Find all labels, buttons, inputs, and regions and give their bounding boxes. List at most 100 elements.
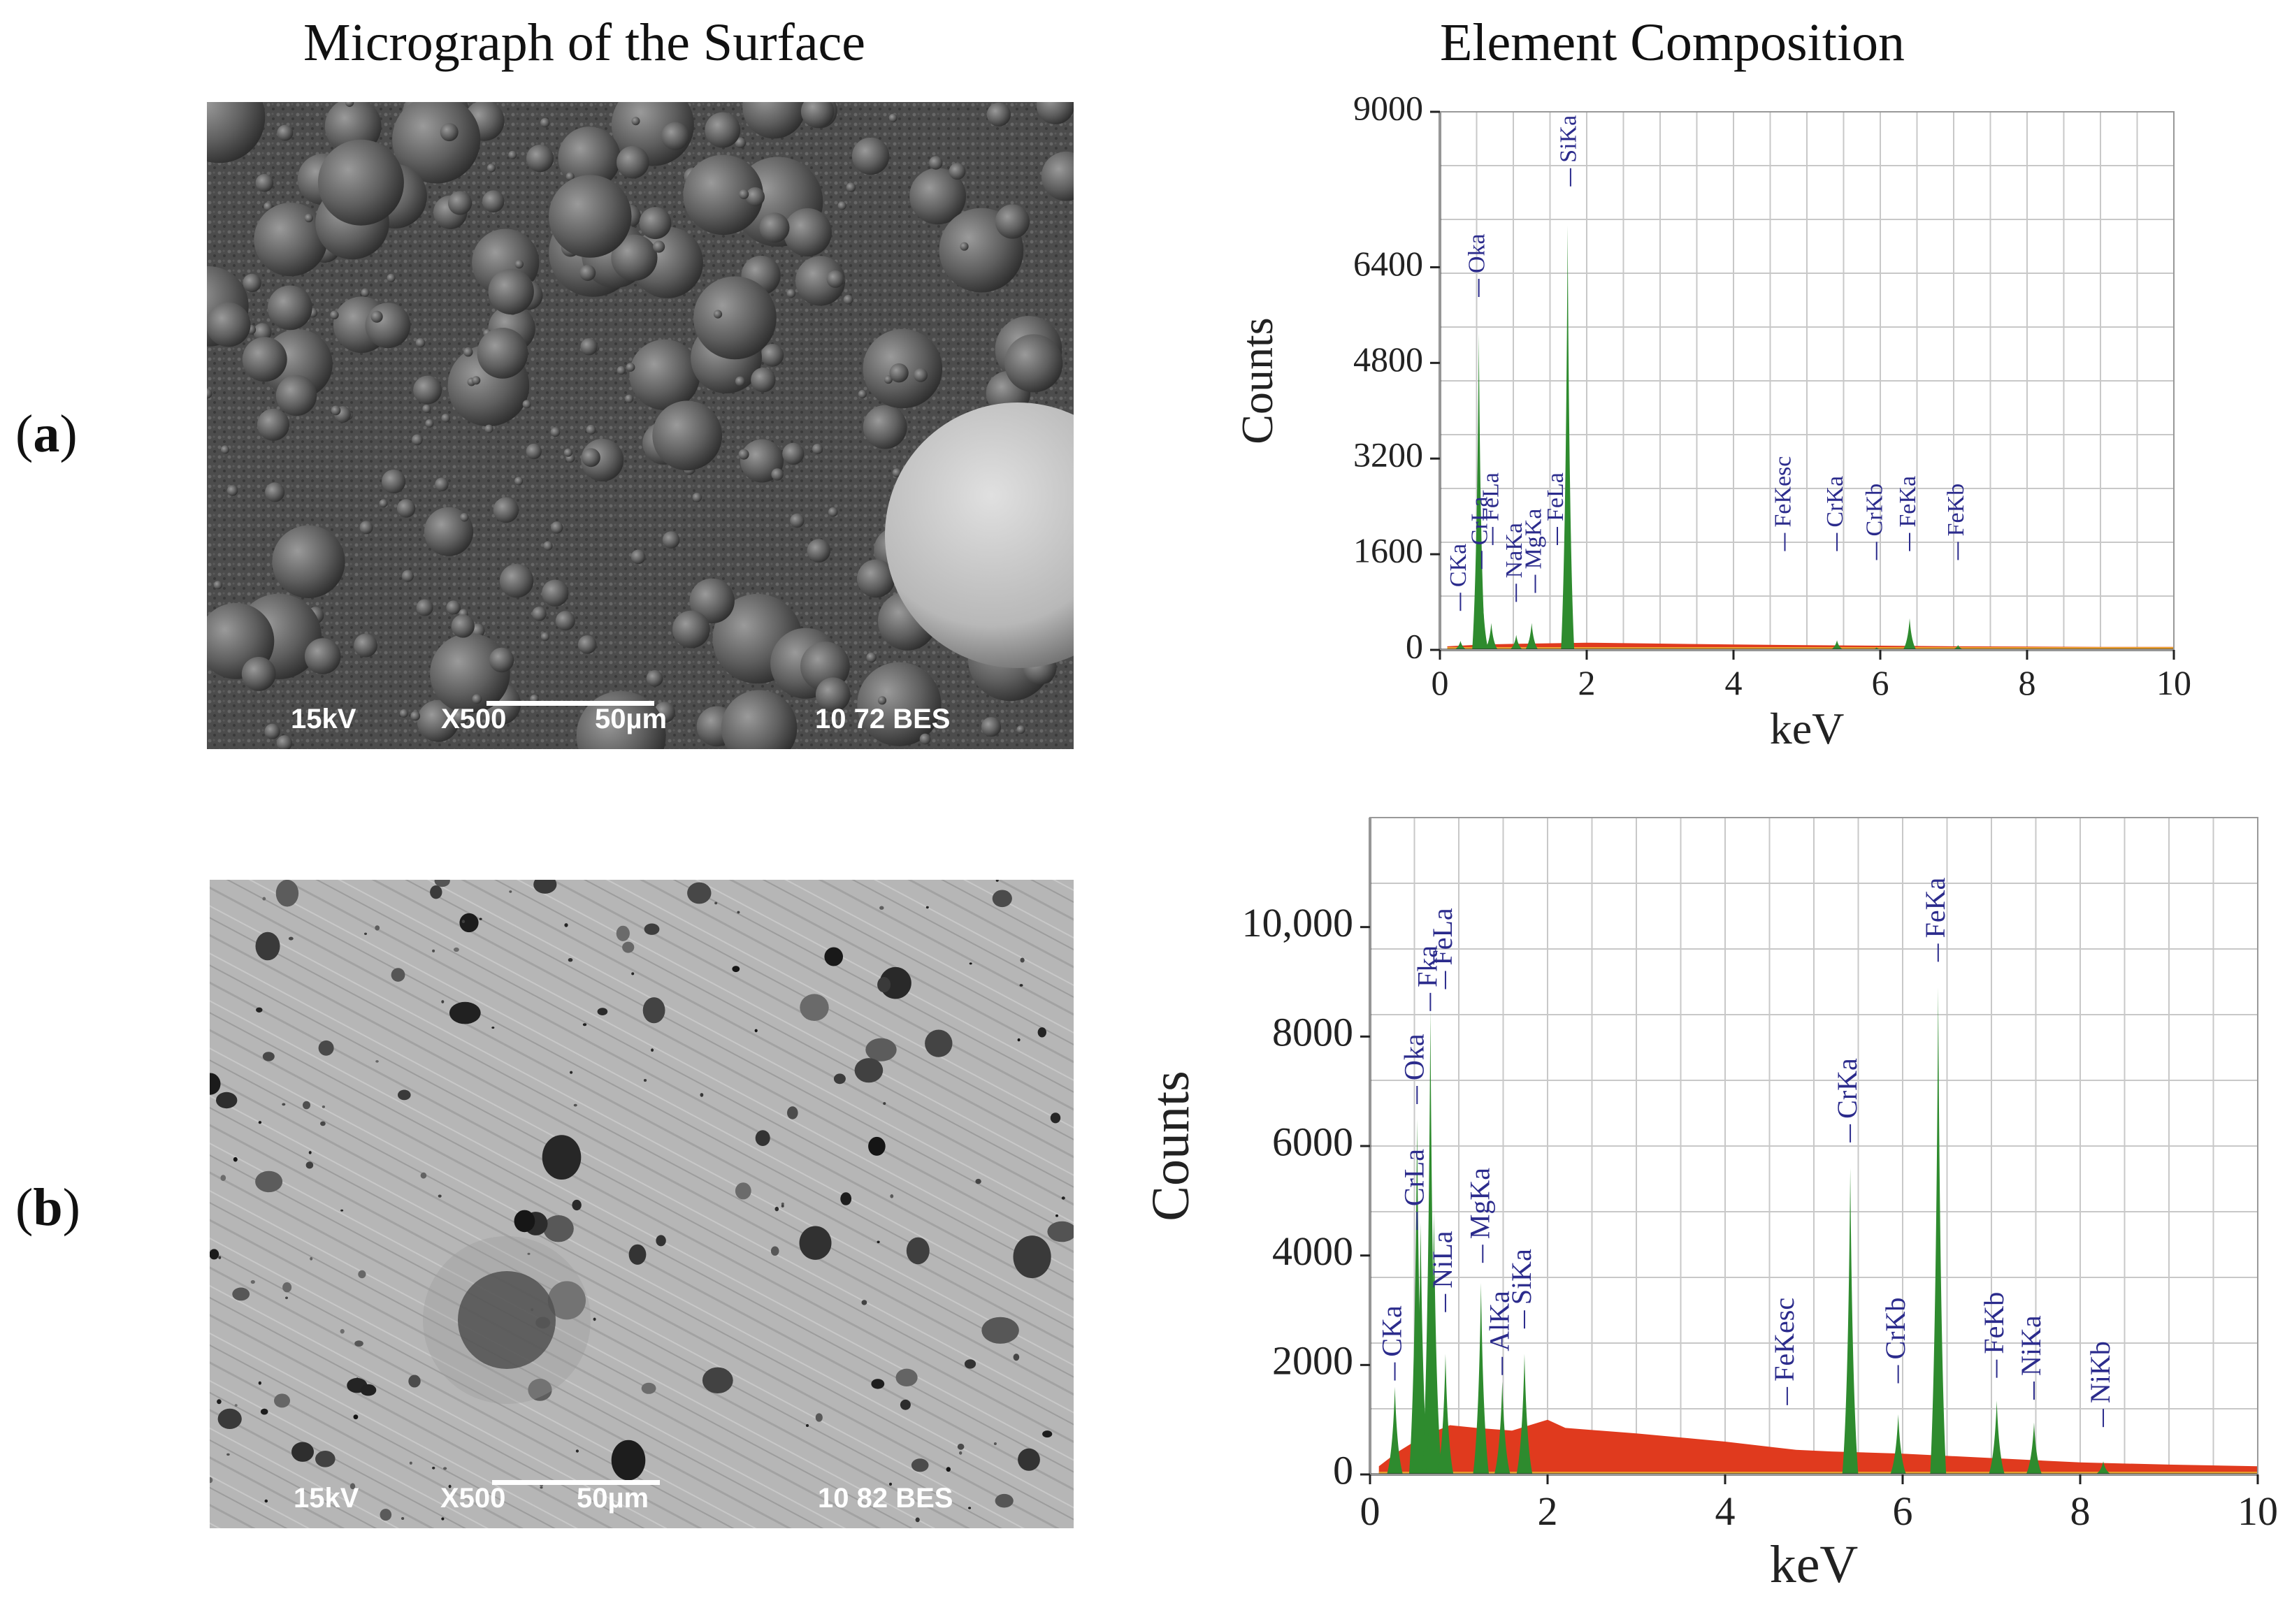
- peak-label-crka: CrKa: [1822, 476, 1848, 528]
- particle: [807, 539, 831, 563]
- sem-caption-b: 15kV X500 50µm 10 82 BES: [210, 1477, 1074, 1518]
- peak-sika: [1516, 1354, 1533, 1474]
- y-tick-label: 4000: [1272, 1228, 1353, 1274]
- particle: [276, 735, 293, 749]
- pit: [432, 1466, 435, 1470]
- y-tick-label: 10,000: [1242, 900, 1354, 945]
- particle: [1016, 725, 1025, 734]
- pit: [256, 1007, 263, 1013]
- pit: [430, 885, 442, 899]
- peak-label-oka: Oka: [1464, 233, 1490, 273]
- pit: [582, 1023, 587, 1027]
- pit: [527, 1252, 531, 1255]
- y-tick-label: 4800: [1353, 340, 1423, 379]
- particle: [565, 172, 575, 181]
- pit: [622, 941, 635, 953]
- pit: [308, 1151, 312, 1154]
- pit: [824, 947, 843, 966]
- particle: [629, 339, 700, 410]
- pit: [420, 1172, 427, 1179]
- pit: [543, 1215, 574, 1242]
- particle: [795, 256, 846, 306]
- particle: [960, 242, 969, 251]
- particle: [786, 289, 796, 298]
- pit: [1019, 984, 1023, 987]
- pit: [315, 1451, 336, 1467]
- pit: [318, 1040, 334, 1056]
- peak-label-mgka: MgKa: [1520, 509, 1546, 570]
- pit: [643, 1079, 647, 1082]
- magnification-label-b: X500: [440, 1483, 506, 1514]
- large-particle: [885, 403, 1074, 668]
- particle: [815, 677, 851, 712]
- x-axis-title-a: keV: [1770, 704, 1845, 753]
- y-axis-title-b: Counts: [1141, 1071, 1200, 1221]
- pit: [353, 1414, 359, 1420]
- pit: [1042, 1430, 1053, 1438]
- peak-fekb: [1951, 645, 1965, 650]
- peak-fela: [1485, 623, 1498, 650]
- pit: [282, 1103, 286, 1106]
- row-a-open-paren: (: [15, 405, 34, 463]
- y-tick-label: 6000: [1272, 1119, 1353, 1164]
- peak-label-fela: FeLa: [1427, 908, 1458, 965]
- pit: [434, 880, 450, 887]
- pit: [781, 1202, 784, 1205]
- particle: [493, 497, 519, 523]
- info-label-a: 10 72 BES: [815, 704, 951, 734]
- particle: [226, 485, 238, 496]
- particle: [399, 709, 408, 718]
- particle: [735, 137, 746, 149]
- row-b-letter: b: [33, 1178, 63, 1237]
- particle: [532, 607, 547, 621]
- peak-sika: [1561, 225, 1575, 650]
- magnification-label-a: X500: [441, 704, 507, 734]
- particle: [631, 117, 640, 126]
- particle: [646, 670, 663, 687]
- particle: [253, 323, 272, 342]
- particle: [551, 521, 563, 534]
- pit: [642, 997, 665, 1024]
- peak-crla: [1412, 1222, 1429, 1474]
- pit: [262, 1052, 275, 1061]
- peak-feka: [1930, 987, 1947, 1474]
- particle: [415, 338, 426, 348]
- background-continuum-b: [1378, 1419, 2258, 1474]
- particle: [863, 405, 907, 449]
- x-tick-label: 10: [2156, 663, 2191, 702]
- pit: [479, 918, 482, 920]
- y-tick-label: 8000: [1272, 1010, 1353, 1055]
- particle: [735, 376, 745, 386]
- particle: [949, 163, 966, 180]
- particle: [272, 525, 345, 599]
- particle: [416, 599, 433, 616]
- pit: [234, 1404, 238, 1407]
- x-tick-label: 0: [1432, 663, 1449, 702]
- peak-label-crla: CrLa: [1467, 496, 1493, 545]
- particle: [986, 102, 1011, 126]
- pit: [258, 1121, 262, 1124]
- particle: [477, 328, 528, 379]
- pit: [288, 936, 294, 941]
- surface-particles-a: [207, 102, 1074, 749]
- peak-label-nika: NiKa: [2015, 1315, 2047, 1376]
- pit: [714, 901, 718, 905]
- pit: [833, 1073, 846, 1085]
- pit: [806, 1424, 809, 1427]
- pit: [611, 1440, 646, 1481]
- peaks-a: [1453, 225, 1965, 650]
- sem-caption-a: 15kV X500 50µm 10 72 BES: [207, 697, 1074, 739]
- particle: [721, 690, 798, 749]
- particle: [1004, 334, 1063, 393]
- particle: [846, 182, 856, 192]
- pit: [262, 897, 266, 901]
- pit: [375, 1060, 379, 1063]
- scale-bar-b: [492, 1480, 660, 1485]
- particle: [639, 207, 672, 240]
- x-tick-label: 4: [1715, 1488, 1736, 1534]
- pit: [409, 1461, 412, 1465]
- particle: [254, 203, 328, 277]
- pit: [1018, 1448, 1040, 1471]
